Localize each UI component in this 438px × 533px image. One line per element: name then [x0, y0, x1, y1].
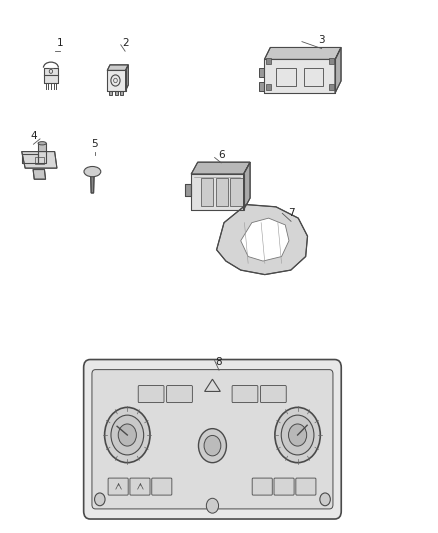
Circle shape: [320, 493, 330, 506]
FancyBboxPatch shape: [92, 369, 333, 509]
Circle shape: [95, 493, 105, 506]
Bar: [266, 84, 271, 90]
Polygon shape: [22, 155, 38, 163]
Circle shape: [105, 407, 150, 463]
Circle shape: [111, 415, 144, 455]
FancyBboxPatch shape: [261, 385, 286, 402]
Bar: [35, 157, 44, 164]
Polygon shape: [244, 162, 250, 210]
Polygon shape: [217, 205, 307, 274]
Polygon shape: [120, 91, 124, 95]
FancyBboxPatch shape: [252, 478, 272, 495]
Text: 8: 8: [215, 357, 223, 367]
Polygon shape: [107, 70, 126, 91]
Polygon shape: [230, 178, 243, 206]
Text: 5: 5: [91, 139, 98, 149]
Polygon shape: [201, 178, 213, 206]
Polygon shape: [44, 68, 58, 83]
Circle shape: [275, 407, 320, 463]
FancyBboxPatch shape: [152, 478, 172, 495]
Text: 3: 3: [318, 35, 325, 45]
Polygon shape: [216, 178, 228, 206]
FancyBboxPatch shape: [296, 478, 316, 495]
Bar: [276, 68, 296, 86]
Text: 1: 1: [57, 38, 63, 48]
Ellipse shape: [84, 166, 101, 177]
Polygon shape: [38, 143, 46, 163]
Text: 7: 7: [288, 208, 294, 218]
Circle shape: [118, 424, 136, 446]
Bar: [329, 84, 334, 90]
Polygon shape: [22, 151, 57, 168]
Polygon shape: [107, 65, 128, 70]
Polygon shape: [126, 65, 128, 91]
Polygon shape: [191, 162, 250, 174]
Polygon shape: [184, 184, 191, 196]
Polygon shape: [258, 68, 265, 77]
Bar: [304, 68, 323, 86]
Polygon shape: [258, 82, 265, 92]
FancyBboxPatch shape: [166, 385, 192, 402]
FancyBboxPatch shape: [232, 385, 258, 402]
Text: 6: 6: [218, 150, 225, 160]
FancyBboxPatch shape: [84, 360, 341, 519]
Circle shape: [289, 424, 307, 446]
Circle shape: [281, 415, 314, 455]
FancyBboxPatch shape: [130, 478, 150, 495]
Polygon shape: [115, 91, 118, 95]
Polygon shape: [241, 218, 289, 261]
Polygon shape: [33, 169, 46, 179]
Polygon shape: [335, 47, 341, 93]
Polygon shape: [90, 361, 339, 368]
Text: 2: 2: [122, 38, 128, 48]
Circle shape: [198, 429, 226, 463]
Circle shape: [206, 498, 219, 513]
Polygon shape: [91, 172, 94, 193]
FancyBboxPatch shape: [138, 385, 164, 402]
Polygon shape: [191, 174, 244, 210]
Ellipse shape: [38, 142, 46, 145]
Polygon shape: [265, 60, 335, 93]
FancyBboxPatch shape: [274, 478, 294, 495]
Polygon shape: [265, 47, 341, 60]
Text: 4: 4: [30, 131, 37, 141]
Bar: [266, 59, 271, 64]
Circle shape: [204, 435, 221, 456]
FancyBboxPatch shape: [108, 478, 128, 495]
Polygon shape: [110, 91, 113, 95]
Bar: [329, 59, 334, 64]
